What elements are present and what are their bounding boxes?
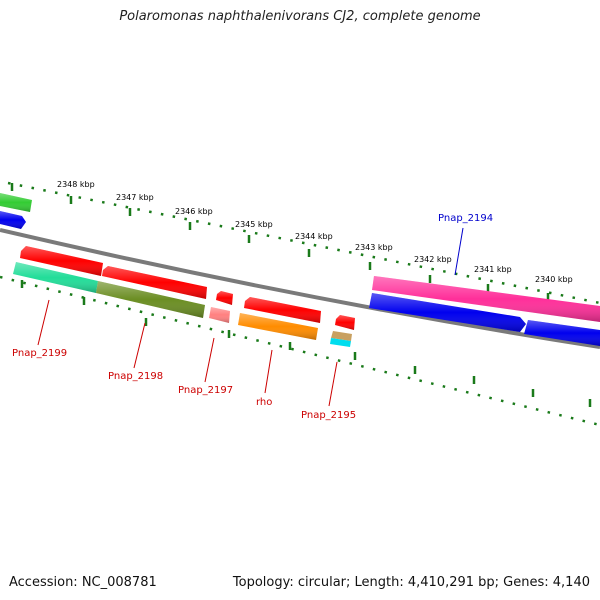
cds-feature[interactable] (102, 266, 207, 299)
cds-feature[interactable] (372, 276, 600, 322)
topology-text: Topology: circular; Length: 4,410,291 bp… (232, 575, 590, 590)
cds-feature[interactable] (0, 193, 32, 212)
scale-label: 2344 kbp (295, 232, 333, 241)
gene-product-bar[interactable] (13, 262, 98, 293)
scale-label: 2340 kbp (535, 275, 573, 284)
scale-label: 2345 kbp (235, 220, 273, 229)
scale-label: 2348 kbp (57, 180, 95, 189)
label-leaders (37, 227, 464, 407)
gene-product-bar[interactable] (330, 331, 352, 347)
gene-labels: Pnap_2199 Pnap_2198 Pnap_2197 rho Pnap_2… (12, 213, 493, 421)
cds-feature[interactable] (0, 211, 26, 229)
cds-feature[interactable] (216, 291, 233, 305)
map-title: Polaromonas naphthalenivorans CJ2, compl… (119, 9, 481, 24)
cds-feature[interactable] (335, 315, 355, 330)
leader-line (204, 337, 215, 383)
cds-feature[interactable] (20, 246, 103, 276)
scale-label: 2346 kbp (175, 207, 213, 216)
gene-product-bar[interactable] (209, 307, 230, 323)
scale-label: 2341 kbp (474, 265, 512, 274)
gene-label-pnap-2197[interactable]: Pnap_2197 (178, 385, 233, 396)
outer-tick-line (7, 181, 600, 305)
leader-line (454, 227, 464, 276)
gene-label-pnap-2194[interactable]: Pnap_2194 (438, 213, 493, 224)
leader-line (264, 349, 273, 394)
leader-line (328, 361, 338, 407)
gene-product-bar[interactable] (96, 281, 205, 318)
leader-line (133, 322, 146, 369)
genome-backbone (0, 228, 600, 349)
outer-tick-track (7, 181, 600, 305)
scale-label: 2342 kbp (414, 255, 452, 264)
cds-feature[interactable] (369, 293, 526, 332)
gene-label-pnap-2198[interactable]: Pnap_2198 (108, 371, 163, 382)
leader-line (37, 299, 50, 346)
scale-label: 2347 kbp (116, 193, 154, 202)
gene-label-pnap-2199[interactable]: Pnap_2199 (12, 348, 67, 359)
scale-labels: 2348 kbp 2347 kbp 2346 kbp 2345 kbp 2344… (57, 180, 573, 284)
cds-feature[interactable] (244, 297, 321, 323)
major-ticks (10, 183, 592, 407)
gene-label-pnap-2195[interactable]: Pnap_2195 (301, 410, 356, 421)
scale-label: 2343 kbp (355, 243, 393, 252)
gene-product-bar[interactable] (238, 313, 318, 340)
accession-text: Accession: NC_008781 (9, 575, 157, 590)
cds-feature[interactable] (524, 320, 600, 346)
gene-label-rho[interactable]: rho (256, 397, 272, 408)
